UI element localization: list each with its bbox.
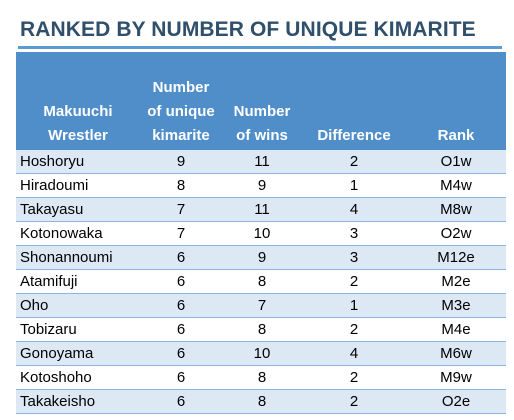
header-line: Difference	[317, 127, 391, 144]
header-line: of wins	[236, 127, 288, 144]
cell-wins: 8	[222, 269, 302, 294]
header-line: Number	[152, 79, 210, 96]
cell-wrestler: Hiradoumi	[16, 173, 140, 198]
cell-rank: M4e	[406, 317, 506, 342]
cell-unique-kimarite: 6	[140, 365, 222, 390]
cell-wrestler: Takayasu	[16, 197, 140, 222]
table-row: Tobizaru 6 8 2 M4e	[16, 317, 506, 342]
cell-unique-kimarite: 6	[140, 293, 222, 318]
table-row: Kotonowaka 7 10 3 O2w	[16, 221, 506, 246]
cell-unique-kimarite: 6	[140, 389, 222, 414]
table-row: Gonoyama 6 10 4 M6w	[16, 341, 506, 366]
cell-difference: 1	[302, 173, 406, 198]
cell-difference: 2	[302, 365, 406, 390]
cell-wrestler: Tobizaru	[16, 317, 140, 342]
cell-wrestler: Oho	[16, 293, 140, 318]
cell-difference: 2	[302, 317, 406, 342]
header-unique-kimarite: Number of unique kimarite	[140, 52, 222, 150]
title-underline	[18, 46, 502, 49]
cell-wins: 10	[222, 221, 302, 246]
table-row: Hiradoumi 8 9 1 M4w	[16, 173, 506, 198]
cell-difference: 4	[302, 341, 406, 366]
header-line: Number	[233, 103, 291, 120]
header-line: Wrestler	[48, 127, 108, 144]
cell-unique-kimarite: 8	[140, 173, 222, 198]
cell-wins: 8	[222, 317, 302, 342]
header-difference: Difference	[302, 52, 406, 150]
cell-wins: 11	[222, 197, 302, 222]
cell-unique-kimarite: 9	[140, 150, 222, 174]
cell-rank: M9w	[406, 365, 506, 390]
table-row: Kotoshoho 6 8 2 M9w	[16, 365, 506, 390]
cell-rank: M3e	[406, 293, 506, 318]
header-rank: Rank	[406, 52, 506, 150]
cell-wins: 9	[222, 173, 302, 198]
cell-wrestler: Kotonowaka	[16, 221, 140, 246]
cell-unique-kimarite: 6	[140, 269, 222, 294]
cell-wrestler: Kotoshoho	[16, 365, 140, 390]
cell-difference: 4	[302, 197, 406, 222]
cell-wins: 8	[222, 365, 302, 390]
header-line: kimarite	[152, 127, 210, 144]
cell-difference: 2	[302, 389, 406, 414]
table-row: Atamifuji 6 8 2 M2e	[16, 269, 506, 294]
cell-rank: M12e	[406, 245, 506, 270]
cell-unique-kimarite: 7	[140, 197, 222, 222]
cell-unique-kimarite: 6	[140, 317, 222, 342]
cell-rank: O2e	[406, 389, 506, 414]
cell-difference: 3	[302, 221, 406, 246]
header-line: Rank	[437, 127, 475, 144]
cell-rank: M2e	[406, 269, 506, 294]
table-body: Hoshoryu 9 11 2 O1w Hiradoumi 8 9 1 M4w Takayasu 7 1…	[16, 150, 506, 414]
cell-rank: M4w	[406, 173, 506, 198]
cell-difference: 2	[302, 269, 406, 294]
table-row: Takakeisho 6 8 2 O2e	[16, 389, 506, 414]
table-header-row: Makuuchi Wrestler Number of unique kimar…	[16, 52, 506, 150]
cell-unique-kimarite: 7	[140, 221, 222, 246]
cell-rank: M6w	[406, 341, 506, 366]
page-title: RANKED BY NUMBER OF UNIQUE KIMARITE	[20, 18, 476, 41]
table-row: Takayasu 7 11 4 M8w	[16, 197, 506, 222]
cell-difference: 2	[302, 150, 406, 174]
cell-rank: O1w	[406, 150, 506, 174]
cell-wrestler: Gonoyama	[16, 341, 140, 366]
table-row: Shonannoumi 6 9 3 M12e	[16, 245, 506, 270]
cell-wins: 11	[222, 150, 302, 174]
cell-rank: M8w	[406, 197, 506, 222]
cell-unique-kimarite: 6	[140, 341, 222, 366]
table-row: Oho 6 7 1 M3e	[16, 293, 506, 318]
cell-wrestler: Takakeisho	[16, 389, 140, 414]
cell-wrestler: Hoshoryu	[16, 150, 140, 174]
cell-difference: 1	[302, 293, 406, 318]
cell-wins: 7	[222, 293, 302, 318]
cell-unique-kimarite: 6	[140, 245, 222, 270]
cell-difference: 3	[302, 245, 406, 270]
cell-wrestler: Atamifuji	[16, 269, 140, 294]
cell-wrestler: Shonannoumi	[16, 245, 140, 270]
cell-wins: 8	[222, 389, 302, 414]
header-wrestler: Makuuchi Wrestler	[16, 52, 140, 150]
header-wins: Number of wins	[222, 52, 302, 150]
table-row: Hoshoryu 9 11 2 O1w	[16, 150, 506, 174]
header-line: Makuuchi	[43, 103, 113, 120]
cell-wins: 9	[222, 245, 302, 270]
header-line: of unique	[147, 103, 215, 120]
cell-rank: O2w	[406, 221, 506, 246]
kimarite-table: Makuuchi Wrestler Number of unique kimar…	[16, 52, 506, 414]
cell-wins: 10	[222, 341, 302, 366]
